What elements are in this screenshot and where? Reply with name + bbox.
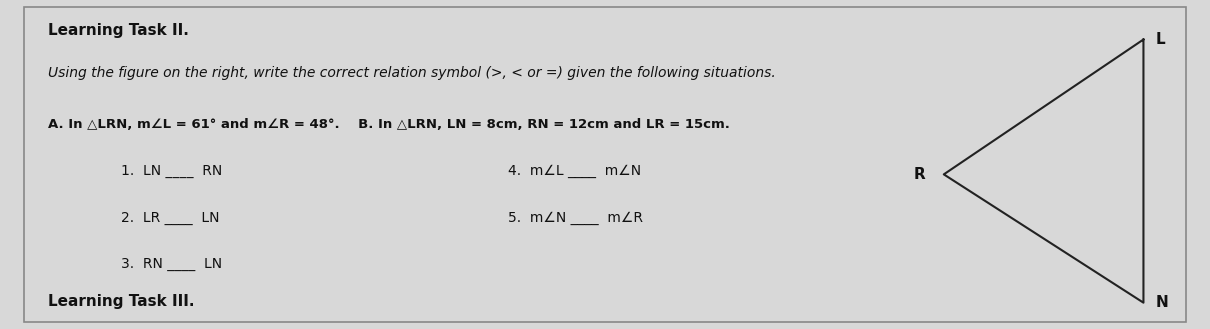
Text: 1.  LN ____  RN: 1. LN ____ RN (121, 164, 223, 179)
Text: L: L (1156, 32, 1165, 47)
Text: Learning Task II.: Learning Task II. (48, 23, 189, 38)
Text: 4.  m∠L ____  m∠N: 4. m∠L ____ m∠N (508, 164, 641, 179)
Text: 3.  RN ____  LN: 3. RN ____ LN (121, 257, 223, 271)
Text: Learning Task III.: Learning Task III. (48, 294, 195, 309)
Text: 2.  LR ____  LN: 2. LR ____ LN (121, 211, 219, 225)
Text: N: N (1156, 295, 1169, 310)
Text: A. In △LRN, m∠L = 61° and m∠R = 48°.    B. In △LRN, LN = 8cm, RN = 12cm and LR =: A. In △LRN, m∠L = 61° and m∠R = 48°. B. … (48, 118, 731, 132)
FancyBboxPatch shape (24, 7, 1186, 322)
Text: R: R (914, 167, 926, 182)
Text: 5.  m∠N ____  m∠R: 5. m∠N ____ m∠R (508, 211, 644, 225)
Text: Using the figure on the right, write the correct relation symbol (>, < or =) giv: Using the figure on the right, write the… (48, 66, 776, 80)
